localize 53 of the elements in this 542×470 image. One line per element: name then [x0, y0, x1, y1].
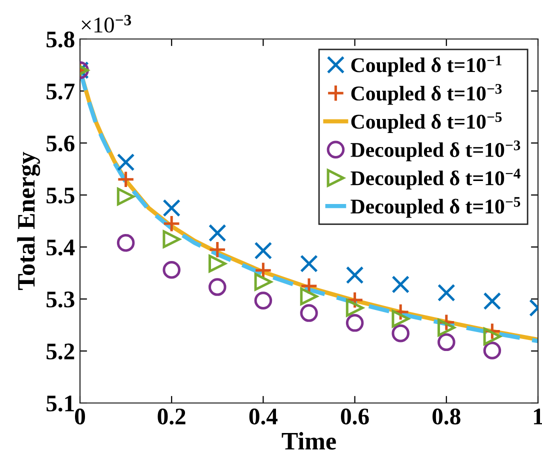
point	[392, 310, 410, 328]
point	[254, 292, 272, 310]
x-tick-label: 0	[74, 408, 86, 424]
point	[483, 292, 502, 310]
point	[162, 260, 180, 279]
point	[116, 153, 135, 172]
legend-label: Coupled δ t=10$^{−5}$	[351, 112, 502, 134]
y-tick-label: 5.7	[46, 84, 75, 100]
point	[346, 314, 364, 332]
point	[346, 298, 364, 317]
y-tick-label: 5.1	[46, 396, 74, 412]
point	[116, 170, 135, 188]
point	[208, 278, 226, 296]
point	[254, 262, 272, 280]
x-tick-label: 0.6	[340, 408, 369, 425]
x-tick-label: 0.2	[158, 408, 186, 425]
y-tick-label: 5.2	[46, 344, 74, 360]
point	[116, 188, 135, 206]
point	[483, 342, 502, 360]
y-tick-label: 5.6	[46, 136, 74, 152]
x-axis-title: Time	[282, 432, 336, 450]
y-axis-title: Total Energy	[17, 152, 40, 290]
point	[116, 234, 135, 252]
y-tick-label: 5.5	[46, 188, 74, 204]
point	[438, 284, 456, 302]
point	[300, 288, 318, 306]
point	[346, 266, 364, 284]
y-tick-label: 5.4	[46, 240, 75, 256]
legend-label: Decoupled δ t=10$^{−5}$	[350, 197, 520, 218]
point	[208, 254, 226, 273]
text: ×10$^{−3}$	[82, 14, 132, 33]
y-tick-label: 5.8	[46, 31, 74, 48]
point	[392, 276, 410, 294]
x-tick-label: 0.4	[249, 408, 278, 425]
point	[483, 328, 502, 346]
legend-label: Coupled δ t=10$^{−3}$	[351, 84, 502, 105]
point	[254, 272, 272, 291]
legend-label: Decoupled δ t=10$^{−3}$	[350, 140, 520, 162]
point	[392, 324, 410, 342]
point	[438, 333, 456, 352]
y-tick-label: 5.3	[46, 292, 74, 308]
legend-label: Coupled δ t=10$^{−1}$	[351, 56, 502, 76]
point	[300, 304, 318, 322]
point	[300, 254, 318, 273]
x-tick-label: 0.8	[432, 408, 460, 425]
point	[162, 199, 180, 217]
point	[162, 214, 180, 232]
point	[162, 230, 180, 248]
point	[438, 318, 456, 336]
point	[208, 240, 226, 258]
point	[208, 224, 226, 242]
legend-label: Decoupled δ t=10$^{−4}$	[350, 168, 520, 190]
point	[254, 242, 272, 260]
